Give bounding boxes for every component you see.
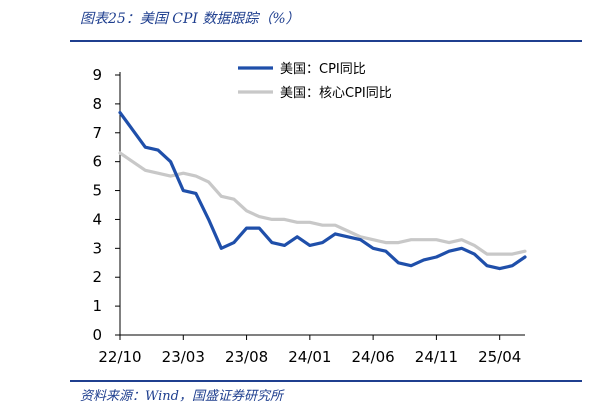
y-tick-label: 9 bbox=[92, 66, 102, 84]
x-tick-label: 24/01 bbox=[288, 348, 331, 366]
y-tick-label: 0 bbox=[92, 326, 102, 344]
legend-label-core-cpi: 美国：核心CPI同比 bbox=[280, 86, 392, 101]
y-tick-label: 8 bbox=[92, 95, 102, 113]
source-rule bbox=[70, 380, 582, 382]
y-tick-label: 2 bbox=[92, 268, 102, 286]
y-tick-label: 6 bbox=[92, 153, 102, 171]
y-tick-label: 7 bbox=[92, 124, 102, 142]
y-tick-label: 1 bbox=[92, 297, 102, 315]
source-note: 资料来源：Wind，国盛证券研究所 bbox=[80, 389, 283, 404]
y-tick-label: 4 bbox=[92, 210, 102, 228]
x-tick-label: 24/06 bbox=[352, 348, 395, 366]
x-tick-label: 22/10 bbox=[98, 348, 141, 366]
y-tick-label: 3 bbox=[92, 239, 102, 257]
figure-title: 图表25：美国 CPI 数据跟踪（%） bbox=[80, 11, 300, 27]
x-tick-label: 23/03 bbox=[162, 348, 205, 366]
x-tick-label: 24/11 bbox=[415, 348, 458, 366]
series-line-core-cpi bbox=[118, 151, 527, 256]
y-tick-label: 5 bbox=[92, 182, 102, 200]
x-tick-label: 25/04 bbox=[478, 348, 521, 366]
x-tick-label: 23/08 bbox=[225, 348, 268, 366]
title-rule bbox=[70, 40, 582, 42]
series-line-cpi bbox=[118, 111, 527, 271]
legend-label-cpi: 美国：CPI同比 bbox=[280, 62, 366, 77]
